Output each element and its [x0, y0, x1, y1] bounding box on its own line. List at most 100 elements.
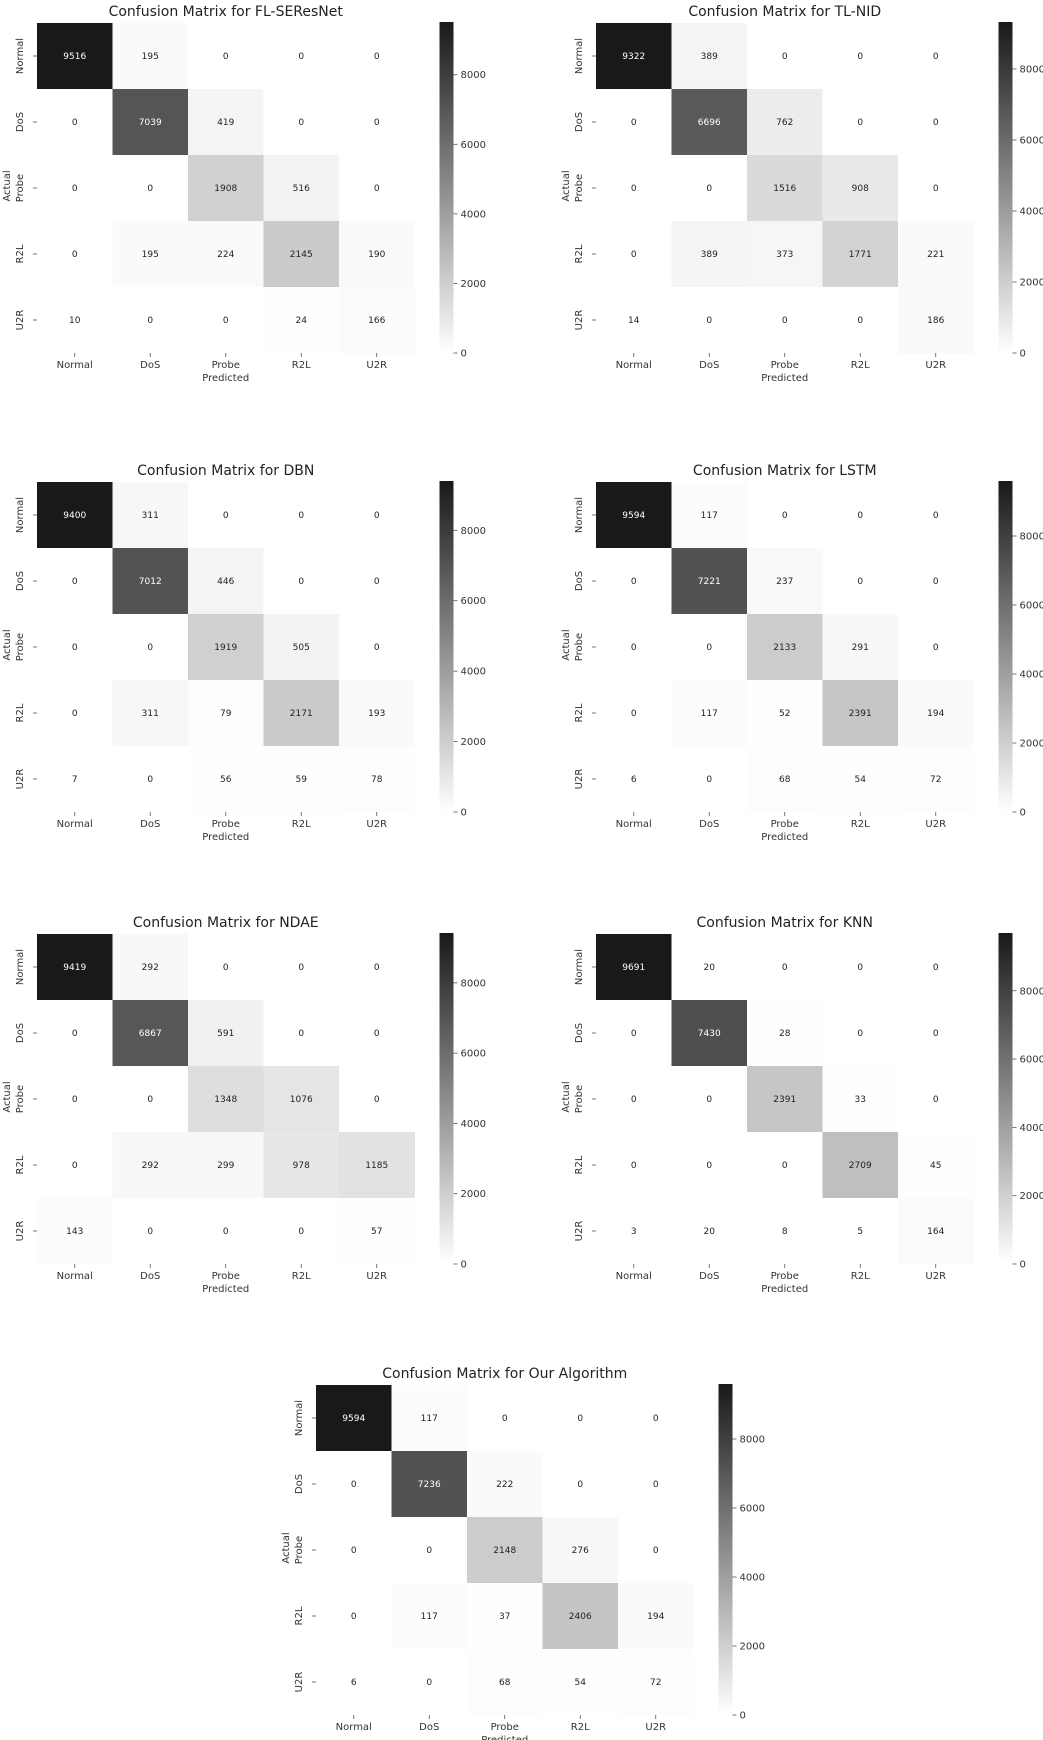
x-tick-label: U2R [925, 819, 946, 830]
heatmap-cell [263, 1066, 340, 1133]
colorbar-tick-label: 0 [461, 808, 467, 819]
heatmap-cell [671, 1066, 748, 1133]
heatmap-cell [822, 548, 899, 615]
y-tick-label: Normal [15, 497, 26, 533]
cell-value-label: 195 [142, 250, 159, 260]
cell-value-label: 33 [855, 1095, 866, 1105]
heatmap-cell [671, 482, 748, 549]
cell-value-label: 0 [631, 1029, 637, 1039]
heatmap-cell [391, 1583, 468, 1650]
x-tick-label: Normal [616, 360, 652, 371]
cell-value-label: 762 [776, 118, 793, 128]
cell-value-label: 0 [933, 184, 939, 194]
x-tick-label: Probe [771, 819, 799, 830]
cell-value-label: 0 [374, 511, 380, 521]
cell-value-label: 389 [701, 250, 718, 260]
cell-value-label: 0 [857, 963, 863, 973]
x-tick-label: R2L [292, 1271, 311, 1282]
cell-value-label: 143 [66, 1227, 83, 1237]
heatmap-cell [671, 680, 748, 747]
heatmap-cell [898, 23, 974, 90]
heatmap-cell [467, 1385, 543, 1452]
x-tick-label: DoS [140, 1271, 160, 1282]
heatmap-cell [112, 23, 189, 90]
cell-value-label: 2406 [569, 1612, 592, 1622]
heatmap-cell [822, 1132, 899, 1199]
heatmap-cell [747, 548, 823, 615]
cell-value-label: 54 [855, 775, 867, 785]
heatmap-cell [112, 89, 189, 156]
y-tick-label: U2R [294, 1672, 305, 1693]
cell-value-label: 57 [371, 1227, 382, 1237]
cell-value-label: 0 [857, 1029, 863, 1039]
x-tick-label: Normal [616, 1271, 652, 1282]
heatmap-cell [112, 934, 189, 1001]
cell-value-label: 0 [72, 1095, 78, 1105]
cell-value-label: 373 [776, 250, 793, 260]
cell-value-label: 0 [72, 577, 78, 587]
colorbar-tick-label: 6000 [461, 1049, 486, 1060]
cell-value-label: 0 [631, 1161, 637, 1171]
heatmap-cell [542, 1385, 619, 1452]
heatmap-cell [188, 548, 264, 615]
heatmap-cell [263, 1198, 340, 1265]
heatmap-cell [596, 548, 672, 615]
heatmap-cell [112, 482, 189, 549]
cell-value-label: 0 [706, 775, 712, 785]
heatmap-cell [596, 934, 672, 1001]
y-tick-label: DoS [574, 571, 585, 591]
cell-value-label: 0 [374, 963, 380, 973]
cell-value-label: 1076 [290, 1095, 313, 1105]
heatmap-cell [671, 23, 748, 90]
cell-value-label: 7221 [698, 577, 721, 587]
heatmap-cell [263, 287, 340, 354]
heatmap-cell [112, 1066, 189, 1133]
heatmap-cell [37, 287, 113, 354]
cell-value-label: 389 [701, 52, 718, 62]
cell-value-label: 0 [782, 963, 788, 973]
y-tick-label: DoS [15, 1023, 26, 1043]
y-tick-label: U2R [574, 310, 585, 331]
heatmap-cell [822, 746, 899, 813]
colorbar-tick-label: 6000 [461, 596, 486, 607]
colorbar-tick-label: 6000 [1020, 135, 1043, 146]
cell-value-label: 0 [223, 316, 229, 326]
heatmap-cell [112, 680, 189, 747]
cell-value-label: 0 [933, 643, 939, 653]
heatmap-cell [339, 23, 415, 90]
heatmap-cell [671, 746, 748, 813]
heatmap-cell [37, 221, 113, 288]
heatmap-cell [467, 1649, 543, 1716]
cell-value-label: 311 [142, 511, 159, 521]
cell-value-label: 0 [631, 1095, 637, 1105]
cell-value-label: 419 [217, 118, 234, 128]
confusion-matrix-7: Confusion Matrix for Our Algorithm 9594 11… [281, 1366, 765, 1740]
heatmap-cell [339, 934, 415, 1001]
cell-value-label: 0 [374, 52, 380, 62]
heatmap-cell [263, 89, 340, 156]
heatmap-cell [339, 548, 415, 615]
y-tick-label: Normal [574, 949, 585, 985]
cell-value-label: 1185 [365, 1161, 388, 1171]
heatmap-cell [898, 155, 974, 222]
y-axis-label: Actual [281, 1532, 292, 1563]
heatmap-cell [316, 1385, 392, 1452]
heatmap-cell [467, 1517, 543, 1584]
heatmap-cell [339, 614, 415, 681]
heatmap-cell [822, 155, 899, 222]
heatmap-cell [391, 1517, 468, 1584]
heatmap-cell [339, 1132, 415, 1199]
x-tick-label: R2L [851, 360, 870, 371]
cell-value-label: 0 [374, 577, 380, 587]
x-tick-label: Probe [212, 1271, 240, 1282]
cell-value-label: 0 [72, 118, 78, 128]
cell-value-label: 0 [631, 577, 637, 587]
colorbar-tick-label: 2000 [1020, 738, 1043, 749]
colorbar-tick-label: 2000 [461, 1189, 486, 1200]
cell-value-label: 194 [647, 1612, 664, 1622]
cell-value-label: 54 [575, 1678, 587, 1688]
cell-value-label: 6867 [139, 1029, 162, 1039]
cell-value-label: 292 [142, 1161, 159, 1171]
heatmap-cell [596, 482, 672, 549]
